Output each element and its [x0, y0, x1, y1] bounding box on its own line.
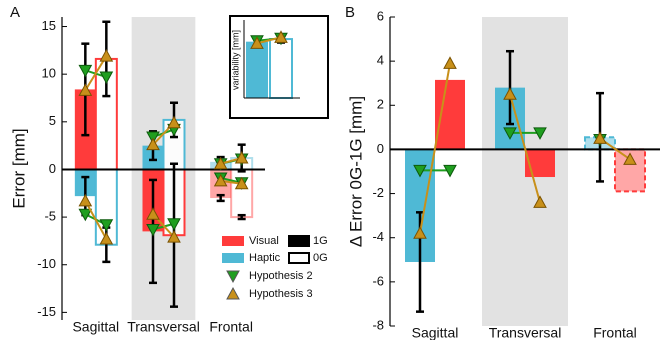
hypothesis-marker: [99, 71, 114, 85]
panel-label: A: [10, 4, 20, 21]
y-tick-label: 15: [42, 18, 56, 33]
hypothesis-marker: [167, 230, 181, 243]
hypothesis-marker: [274, 30, 288, 43]
hypothesis-marker: [167, 218, 181, 231]
hypothesis-marker: [503, 127, 517, 140]
hypothesis-marker: [146, 207, 160, 220]
inset-y-label: variability [mm]: [230, 30, 240, 90]
y-tick-label: -5: [44, 209, 56, 224]
legend-swatch: [222, 253, 244, 263]
legend-swatch: [222, 236, 244, 246]
y-axis-label: Δ Error 0G-1G [mm]: [346, 96, 365, 247]
legend-marker: [226, 270, 240, 284]
y-tick-label: 4: [377, 53, 384, 68]
bar: [230, 168, 254, 219]
hypothesis-marker: [167, 115, 181, 129]
hypothesis-marker: [99, 219, 114, 232]
y-tick-label: -6: [372, 273, 384, 288]
y-axis-label: Error [mm]: [9, 128, 28, 208]
hypothesis-marker: [250, 36, 264, 49]
legend-label: Haptic: [249, 252, 281, 264]
x-tick-label: Sagittal: [72, 319, 119, 335]
hypothesis-line: [419, 63, 451, 234]
inset-bar: [269, 38, 293, 99]
y-tick-label: 2: [377, 97, 384, 112]
hypothesis-marker: [234, 150, 249, 164]
hypothesis-line: [84, 55, 108, 91]
hypothesis-line: [509, 93, 541, 203]
bar: [435, 79, 465, 150]
legend-swatch: [288, 252, 310, 264]
legend-label: 0G: [313, 252, 328, 264]
y-tick-label: -10: [37, 256, 56, 271]
hypothesis-marker: [234, 176, 249, 190]
legend-label: Hypothesis 2: [249, 270, 313, 282]
y-tick-label: 0: [49, 161, 56, 176]
hypothesis-marker: [78, 208, 93, 222]
hypothesis-marker: [146, 137, 160, 151]
y-tick-label: 6: [377, 8, 384, 23]
y-tick-label: 0: [377, 141, 384, 156]
hypothesis-marker: [99, 231, 114, 245]
legend-label: Visual: [249, 235, 279, 247]
panel-label: B: [345, 4, 355, 21]
hypothesis-marker: [78, 64, 93, 78]
y-tick-label: 10: [42, 66, 56, 81]
hypothesis-marker: [443, 56, 457, 69]
hypothesis-marker: [78, 83, 93, 96]
hypothesis-marker: [443, 164, 457, 178]
hypothesis-marker: [593, 131, 607, 144]
hypothesis-marker: [146, 131, 160, 145]
hypothesis-marker: [533, 127, 547, 140]
legend-label: Hypothesis 3: [249, 288, 313, 300]
hypothesis-marker: [99, 49, 114, 62]
hypothesis-marker: [413, 226, 427, 239]
x-tick-label: Frontal: [209, 319, 253, 335]
hypothesis-line: [84, 200, 108, 240]
y-tick-label: 5: [49, 113, 56, 128]
x-tick-label: Sagittal: [412, 325, 459, 340]
hypothesis-marker: [623, 152, 637, 165]
hypothesis-marker: [213, 156, 228, 170]
legend-marker: [226, 286, 240, 300]
hypothesis-marker: [503, 87, 517, 100]
x-tick-label: Transversal: [489, 325, 562, 340]
inset-bar: [246, 41, 268, 98]
y-tick-label: -2: [372, 185, 384, 200]
hypothesis-marker: [213, 173, 228, 187]
hypothesis-marker: [78, 193, 93, 207]
x-tick-label: Frontal: [593, 325, 637, 340]
legend-swatch: [288, 235, 310, 247]
y-tick-label: -4: [372, 229, 384, 244]
x-tick-label: Transversal: [127, 319, 200, 335]
y-tick-label: -8: [372, 317, 384, 332]
hypothesis-marker: [146, 223, 160, 237]
hypothesis-marker: [413, 164, 427, 178]
y-tick-label: -15: [37, 304, 56, 319]
legend-label: 1G: [313, 235, 328, 247]
hypothesis-marker: [533, 195, 547, 208]
